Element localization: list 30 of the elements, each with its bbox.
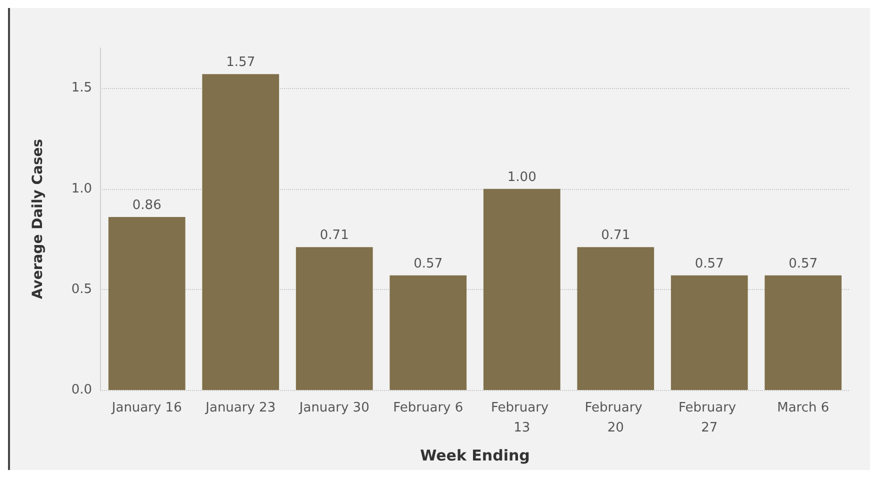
x-tick-label: January 16 bbox=[110, 400, 182, 416]
bar bbox=[577, 247, 654, 390]
data-label: 0.86 bbox=[132, 198, 162, 213]
bar bbox=[390, 275, 467, 390]
bar bbox=[764, 275, 842, 390]
x-tick-label: January 30 bbox=[298, 400, 370, 416]
x-tick-label: February 20 bbox=[584, 400, 646, 436]
bar bbox=[483, 188, 560, 390]
y-tick-label: 1.5 bbox=[71, 80, 92, 96]
x-tick-label: January 23 bbox=[204, 400, 276, 416]
data-label: 0.57 bbox=[694, 256, 724, 272]
data-label: 1.57 bbox=[226, 55, 256, 70]
data-label: 0.71 bbox=[320, 228, 349, 244]
bar bbox=[296, 247, 373, 390]
y-tick-label: 1.0 bbox=[71, 181, 92, 196]
bar bbox=[670, 275, 748, 390]
x-tick-label: March 6 bbox=[777, 400, 830, 416]
data-label: 1.00 bbox=[507, 170, 536, 185]
data-label: 0.57 bbox=[414, 256, 443, 272]
data-label: 0.57 bbox=[788, 256, 818, 272]
data-label: 0.71 bbox=[601, 228, 630, 244]
x-tick-label: February 27 bbox=[678, 400, 740, 436]
x-tick-label: February 6 bbox=[393, 400, 464, 416]
x-axis-title: Week Ending bbox=[420, 446, 530, 464]
y-tick-label: 0.5 bbox=[71, 282, 92, 297]
y-axis-title: Average Daily Cases bbox=[30, 138, 46, 300]
bar bbox=[202, 74, 280, 390]
y-tick-label: 0.0 bbox=[71, 382, 92, 398]
bar bbox=[108, 216, 186, 390]
x-tick-label: February 13 bbox=[491, 400, 553, 436]
